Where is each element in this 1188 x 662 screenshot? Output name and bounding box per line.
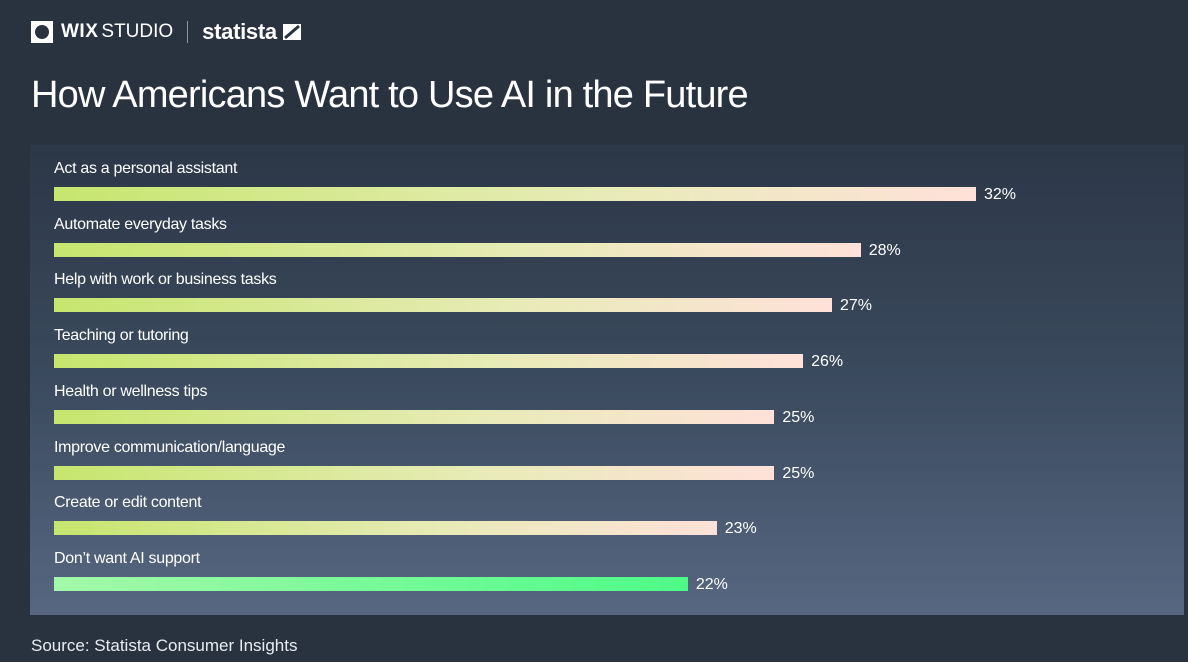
bar-label: Automate everyday tasks [54,215,227,233]
bar-value-label: 27% [839,297,872,315]
wix-logo-text: WIX [61,21,99,42]
bar [54,242,861,257]
studio-logo-text: STUDIO [101,21,174,42]
bar-label: Act as a personal assistant [54,160,238,177]
bar-label: Don’t want AI support [54,549,200,567]
statista-logo-icon [282,24,301,40]
bar-value-label: 26% [811,353,844,371]
bar [54,409,775,424]
bar [54,354,804,369]
logo-divider [187,21,189,43]
chart-title: How Americans Want to Use AI in the Futu… [31,74,749,116]
bar-label: Create or edit content [54,494,202,512]
chart-panel [30,145,1184,615]
brand-logos: WIX STUDIO statista [31,19,301,44]
bar [54,298,832,313]
bar [54,576,688,591]
bar-value-label: 25% [782,464,815,482]
bar [54,521,717,536]
statista-logo-text: statista [202,19,277,44]
bar [54,465,775,480]
bar-label: Improve communication/language [54,438,286,456]
bar-label: Health or wellness tips [54,382,208,400]
bar-value-label: 28% [868,241,901,259]
bar-value-label: 25% [782,408,815,426]
bar [54,187,976,201]
bar-label: Help with work or business tasks [54,271,277,289]
bar-value-label: 23% [724,520,757,538]
source-note: Source: Statista Consumer Insights [31,636,298,655]
bar-label: Teaching or tutoring [54,327,189,345]
wix-logo-icon [31,21,53,43]
bar-value-label: 32% [984,186,1017,203]
bar-value-label: 22% [695,575,728,593]
